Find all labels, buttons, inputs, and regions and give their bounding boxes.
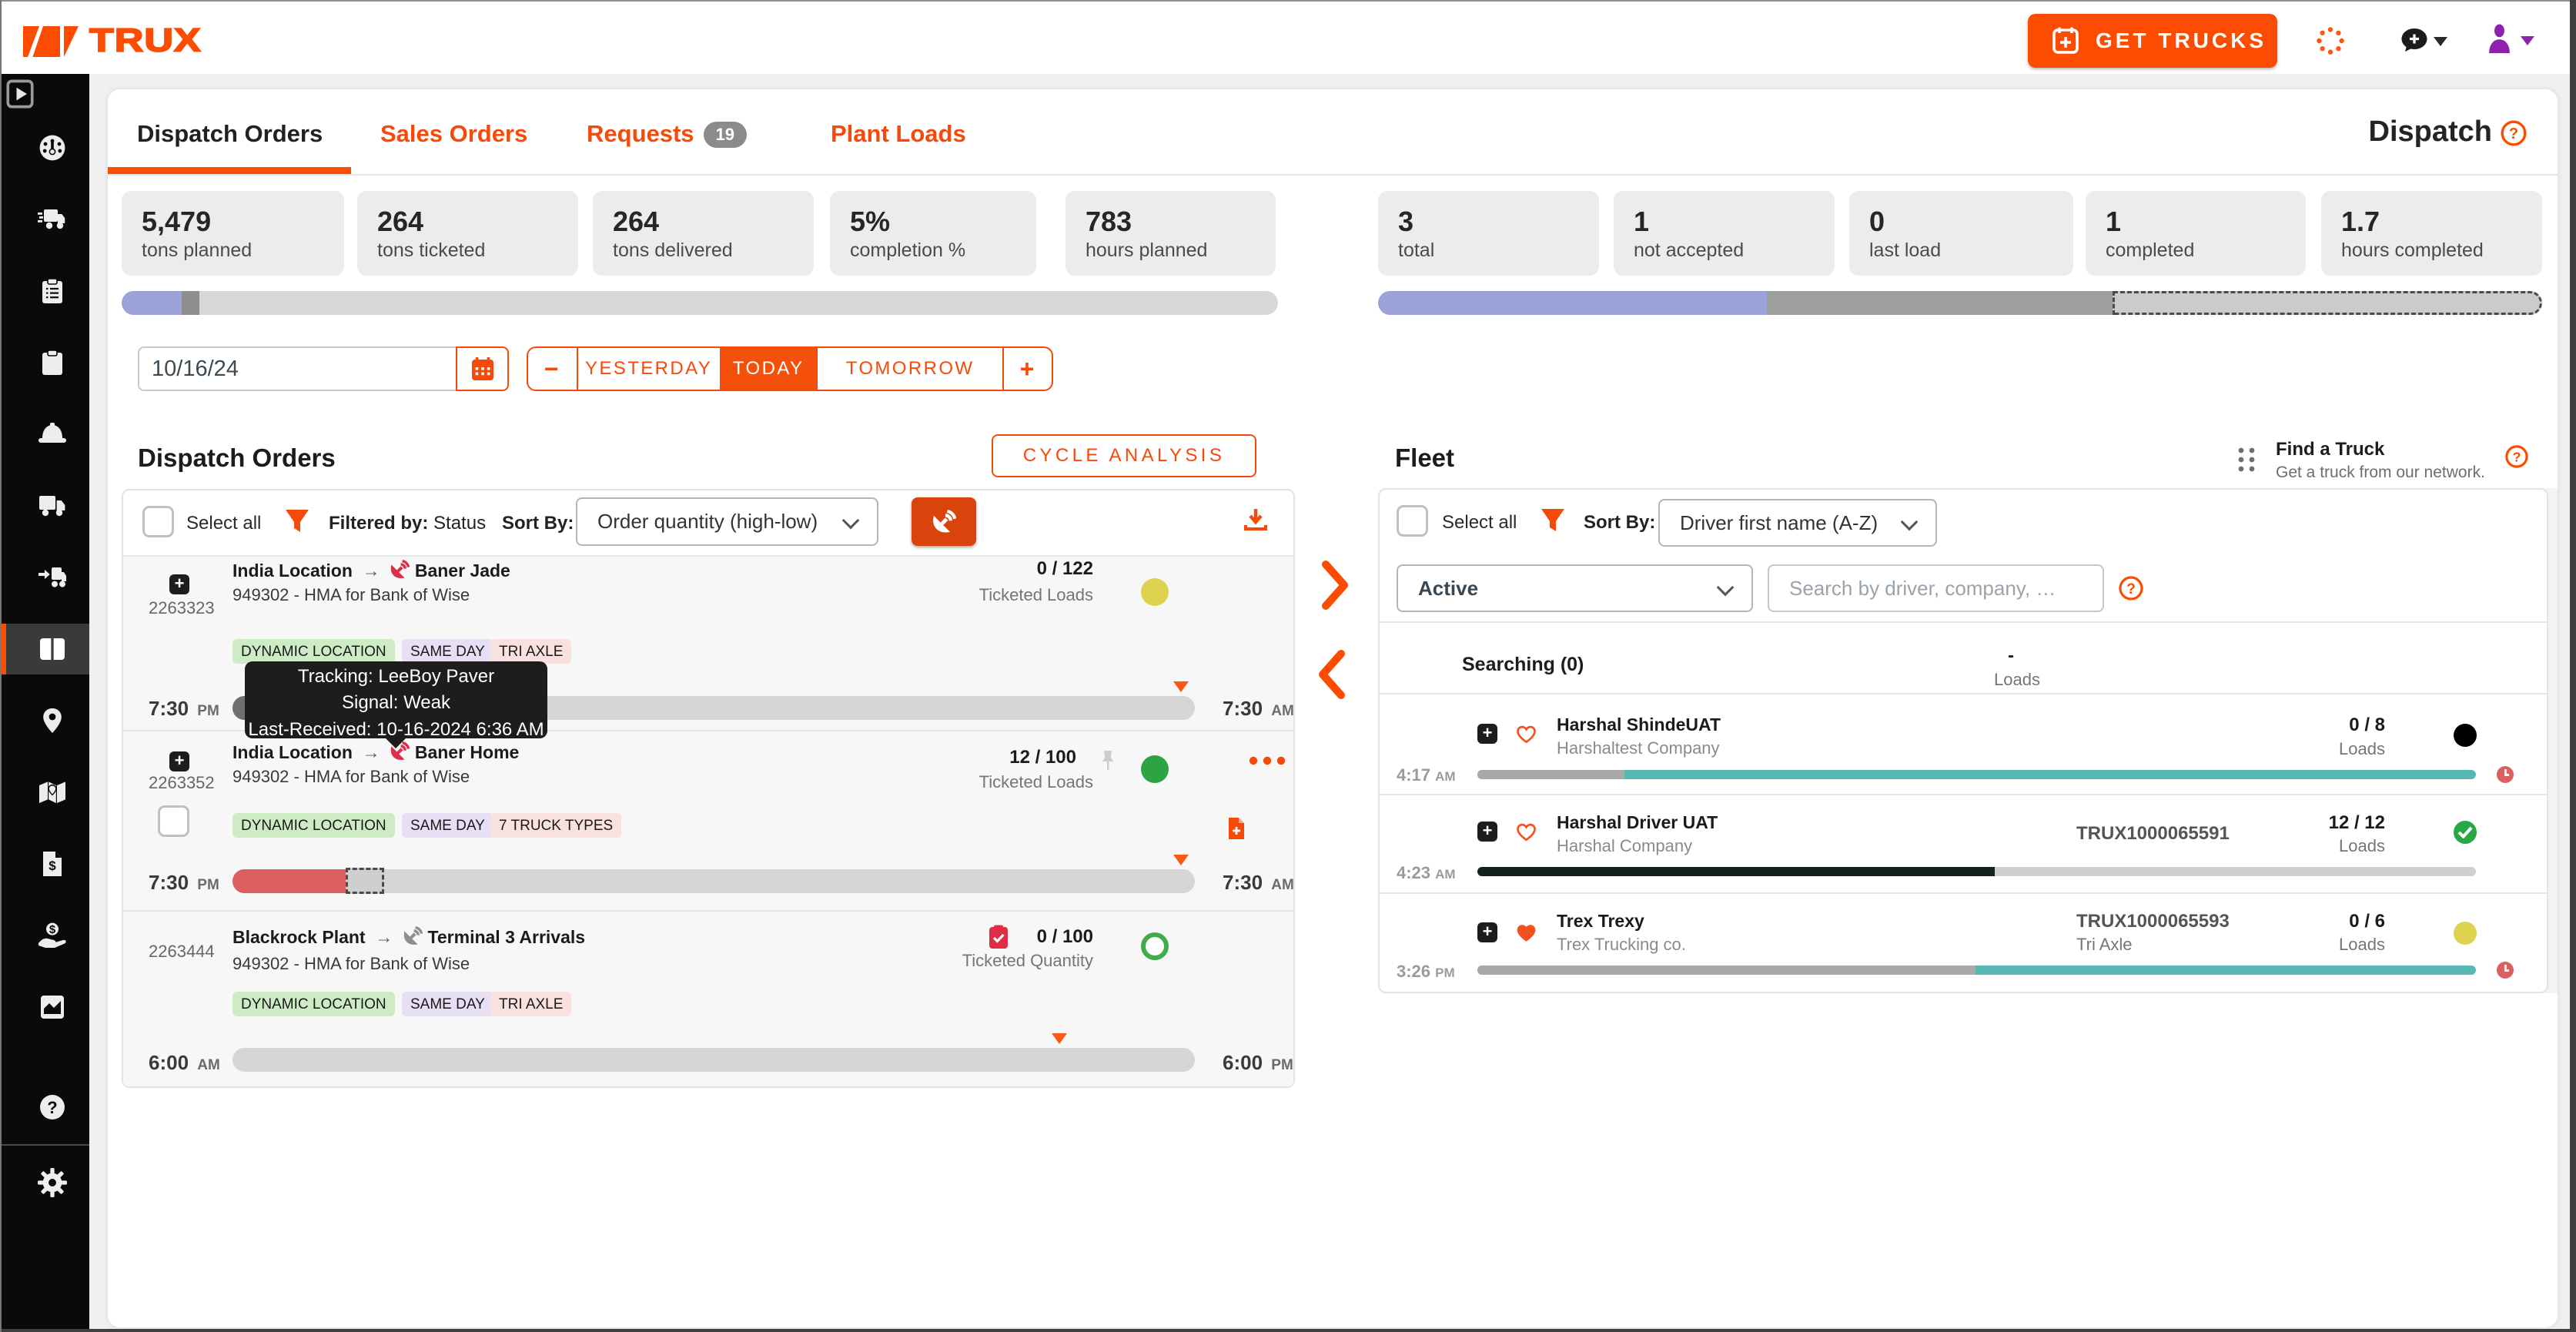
svg-text:?: ?: [2126, 581, 2136, 597]
svg-text:$: $: [49, 923, 56, 936]
svg-text:?: ?: [2513, 450, 2521, 465]
svg-text:$: $: [49, 858, 56, 873]
svg-text:?: ?: [2509, 126, 2518, 142]
svg-text:?: ?: [47, 1098, 57, 1117]
